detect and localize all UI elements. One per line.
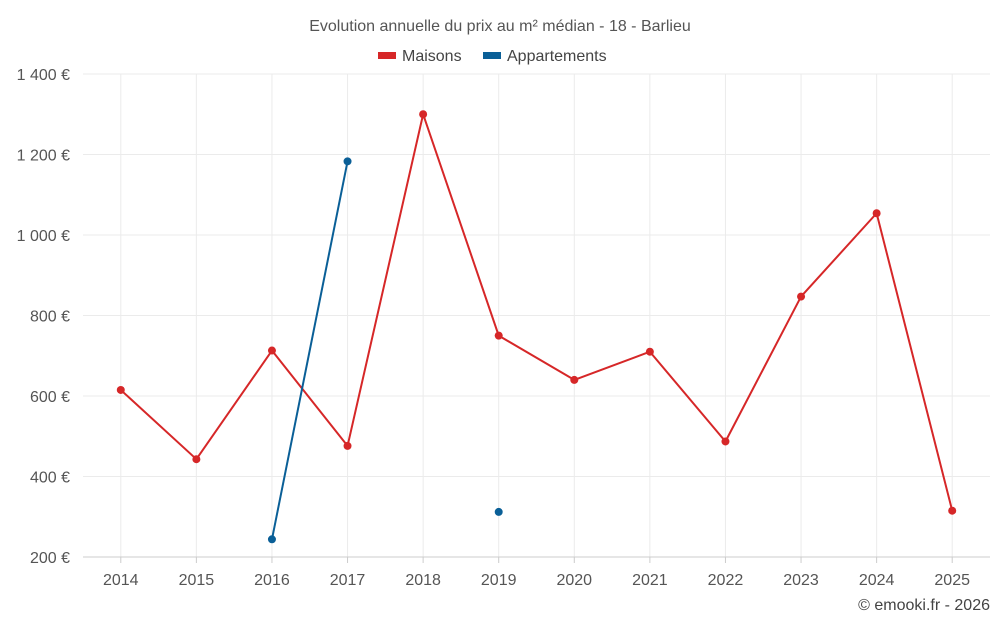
data-point-appartements[interactable] [343,157,352,166]
data-point-maisons[interactable] [192,455,201,464]
data-point-maisons[interactable] [116,385,125,394]
data-point-maisons[interactable] [645,347,654,356]
data-point-maisons[interactable] [948,506,957,515]
x-tick-label: 2015 [179,572,215,589]
data-point-maisons[interactable] [570,375,579,384]
data-point-maisons[interactable] [721,437,730,446]
credit-text: © emooki.fr - 2026 [858,597,990,614]
series-appartements [267,157,503,544]
y-tick-label: 1 200 € [17,148,70,165]
data-point-appartements[interactable] [267,535,276,544]
legend-swatch [378,52,396,59]
data-point-maisons[interactable] [267,346,276,355]
data-point-appartements[interactable] [494,507,503,516]
y-axis: 200 € 400 € 600 € 800 € 1 000 € 1 200 € 1 400 … [17,67,70,567]
data-point-maisons[interactable] [343,441,352,450]
series-maisons [116,110,957,515]
legend-label: Appartements [507,48,607,65]
x-tick-label: 2019 [481,572,517,589]
y-tick-label: 1 000 € [17,228,70,245]
legend: Maisons Appartements [378,48,607,65]
data-point-maisons[interactable] [494,331,503,340]
x-tick-label: 2021 [632,572,668,589]
y-tick-label: 400 € [30,470,70,487]
x-tick-label: 2014 [103,572,139,589]
gridlines [83,73,990,557]
x-tick-label: 2024 [859,572,895,589]
y-tick-label: 800 € [30,309,70,326]
y-tick-label: 200 € [30,550,70,567]
series-line-appartements [270,161,349,540]
legend-item-maisons[interactable]: Maisons [378,48,462,65]
data-point-maisons[interactable] [419,110,428,119]
x-tick-label: 2022 [708,572,744,589]
x-tick-label: 2023 [783,572,819,589]
data-point-maisons[interactable] [872,209,881,218]
x-tick-label: 2018 [405,572,441,589]
data-point-maisons[interactable] [797,292,806,301]
x-axis: 2014 2015 2016 2017 2018 2019 2020 2021 2022 2023… [83,556,990,589]
x-tick-label: 2025 [934,572,970,589]
legend-item-appartements[interactable]: Appartements [483,48,607,65]
x-tick-label: 2020 [556,572,592,589]
series-layer [116,110,957,544]
x-tick-label: 2017 [330,572,366,589]
chart-title: Evolution annuelle du prix au m² médian … [309,18,691,35]
legend-swatch [483,52,501,59]
series-line-maisons [120,113,954,511]
y-tick-label: 600 € [30,389,70,406]
x-tick-label: 2016 [254,572,290,589]
y-tick-label: 1 400 € [17,67,70,84]
legend-label: Maisons [402,48,462,65]
